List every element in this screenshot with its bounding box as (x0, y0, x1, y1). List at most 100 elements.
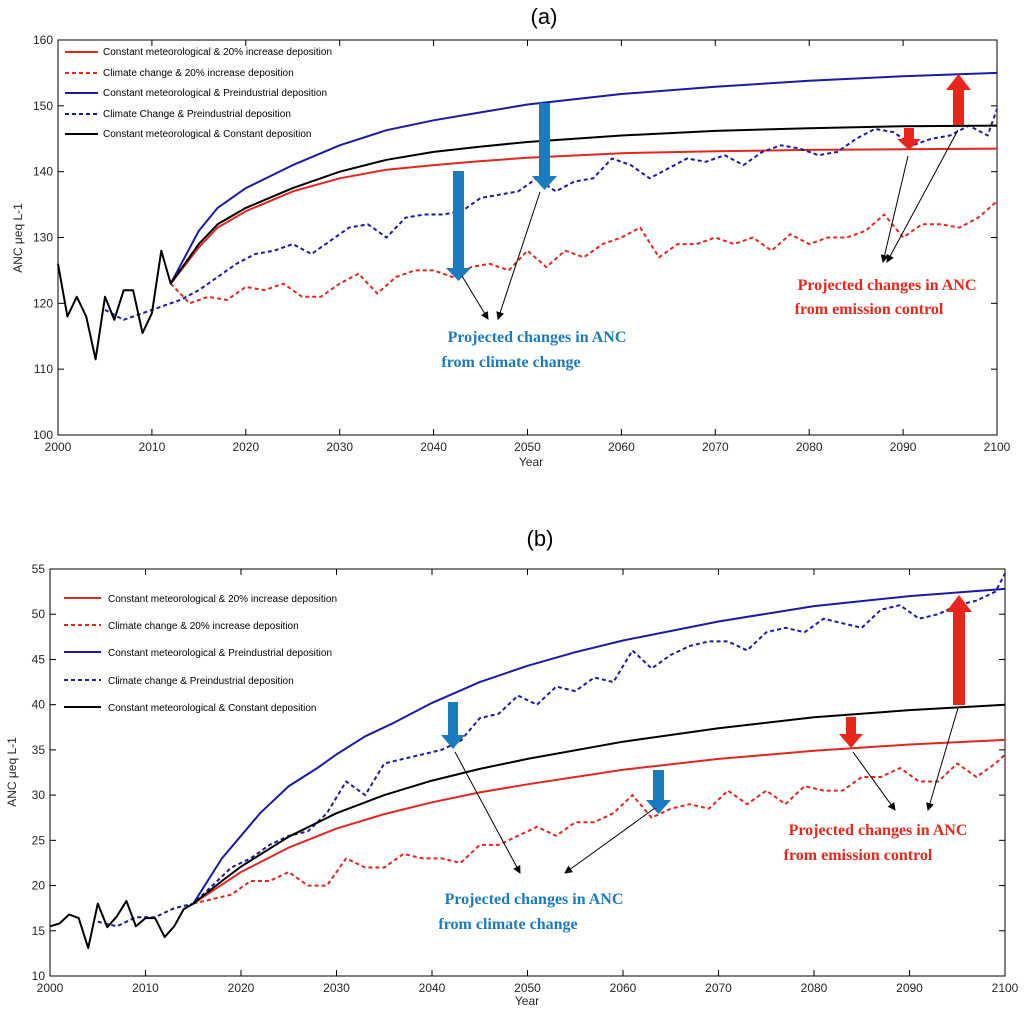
x-tick-label: 2100 (992, 981, 1019, 995)
a-blue-arrow-1 (446, 171, 471, 281)
a-pointer-4 (886, 129, 959, 263)
y-tick-label: 120 (33, 296, 53, 310)
x-tick-label: 2070 (702, 440, 729, 454)
y-tick-label: 40 (32, 698, 46, 712)
b-red-arrow-down (839, 717, 863, 748)
y-tick-label: 35 (32, 743, 46, 757)
panel-a-legend: Constant meteorological & 20% increase d… (65, 47, 332, 140)
a-red-arrow-up (946, 74, 971, 125)
x-tick-label: 2020 (232, 440, 259, 454)
a-annot-climate-line1: Projected changes in ANC (448, 329, 627, 346)
b-pointer-2 (564, 807, 656, 874)
panel-b-series (49, 573, 1006, 949)
x-tick-label: 2090 (896, 981, 923, 995)
panel-b-red-arrows (839, 595, 972, 748)
y-tick-label: 150 (33, 99, 53, 113)
b-annot-climate-line2: from climate change (438, 916, 577, 933)
b-red-arrow-up (946, 595, 972, 705)
a-red-arrow-down (897, 128, 921, 150)
panel-a-red-arrows (897, 74, 971, 150)
series-line-b-2 (193, 753, 1006, 905)
b-pointer-4 (926, 707, 959, 811)
legend-a-label-2: Climate change & 20% increase deposition (103, 68, 294, 79)
x-tick-label: 2010 (132, 981, 159, 995)
b-pointer-3 (852, 751, 896, 811)
x-tick-label: 2040 (420, 440, 447, 454)
legend-a-label-1: Constant meteorological & 20% increase d… (103, 47, 332, 58)
x-tick-label: 2040 (419, 981, 446, 995)
legend-a-label-5: Constant meteorological & Constant depos… (103, 129, 311, 140)
x-tick-label: 2060 (608, 440, 635, 454)
series-line-b-5 (49, 703, 1006, 949)
x-tick-label: 2030 (323, 981, 350, 995)
x-tick-label: 2090 (890, 440, 917, 454)
legend-b-label-2: Climate change & 20% increase deposition (108, 621, 299, 632)
panel-b-title: (b) (527, 526, 554, 551)
a-pointer-1 (461, 275, 489, 320)
panel-a-title: (a) (531, 4, 558, 29)
y-tick-label: 140 (33, 165, 53, 179)
panel-a-series (57, 71, 998, 361)
series-line-a-2 (169, 200, 998, 305)
y-tick-label: 55 (32, 562, 46, 576)
x-tick-label: 2080 (801, 981, 828, 995)
panel-b-pointer-lines (454, 707, 959, 874)
b-blue-arrow-1 (441, 702, 465, 749)
series-line-a-1 (169, 147, 998, 285)
legend-b-label-1: Constant meteorological & 20% increase d… (108, 594, 337, 605)
x-tick-label: 2030 (326, 440, 353, 454)
x-tick-label: 2000 (37, 981, 64, 995)
series-line-a-4 (104, 108, 998, 321)
x-tick-label: 2050 (514, 981, 541, 995)
series-line-b-1 (192, 738, 1006, 905)
x-tick-label: 2020 (228, 981, 255, 995)
x-tick-label: 2050 (514, 440, 541, 454)
y-tick-label: 15 (32, 924, 46, 938)
x-tick-label: 2100 (984, 440, 1011, 454)
y-tick-label: 50 (32, 607, 46, 621)
a-pointer-2 (496, 191, 541, 320)
panel-a-pointer-lines (461, 129, 959, 320)
y-tick-label: 160 (33, 33, 53, 47)
x-tick-label: 2070 (705, 981, 732, 995)
y-tick-label: 10 (32, 969, 46, 983)
y-tick-label: 25 (32, 833, 46, 847)
y-tick-label: 30 (32, 788, 46, 802)
y-tick-label: 130 (33, 231, 53, 245)
series-line-b-3 (192, 587, 1006, 905)
b-pointer-1 (454, 751, 521, 874)
y-tick-label: 20 (32, 879, 46, 893)
panel-b-legend: Constant meteorological & 20% increase d… (64, 594, 337, 714)
x-tick-label: 2000 (45, 440, 72, 454)
legend-b-label-3: Constant meteorological & Preindustrial … (108, 648, 332, 659)
y-tick-label: 110 (34, 362, 53, 376)
panel-b-xlabel: Year (515, 994, 539, 1008)
legend-b-label-4: Climate change & Preindustrial depositio… (108, 676, 294, 687)
y-tick-label: 45 (32, 652, 46, 666)
series-line-a-5 (57, 124, 998, 361)
panel-a-ticks: 2000 2010 2020 2030 2040 2050 2060 2070 2080 2090… (33, 33, 1011, 454)
legend-a-label-3: Constant meteorological & Preindustrial … (103, 88, 327, 99)
panel-b: (b) 2000 2010 2020 2030 2040 2050 2060 2070 2080… (5, 526, 1019, 1008)
a-annot-climate-line2: from climate change (441, 354, 580, 371)
x-tick-label: 2060 (610, 981, 637, 995)
legend-b-label-5: Constant meteorological & Constant depos… (108, 703, 316, 714)
a-blue-arrow-2 (532, 103, 557, 190)
panel-a: (a) 2000 2010 2020 2030 2040 2050 2060 2070 2080… (11, 4, 1011, 469)
x-tick-label: 2080 (796, 440, 823, 454)
b-blue-arrow-2 (646, 770, 671, 814)
panel-b-blue-arrows (441, 702, 671, 814)
legend-a-label-4: Climate Change & Preindustrial depositio… (103, 109, 291, 120)
panel-b-plot-area (49, 568, 1006, 977)
a-annot-emission-line2: from emission control (795, 301, 944, 318)
panel-b-ticks: 2000 2010 2020 2030 2040 2050 2060 2070 2080 2090… (32, 562, 1019, 995)
x-tick-label: 2010 (139, 440, 166, 454)
panel-a-xlabel: Year (519, 455, 543, 469)
panel-b-ylabel: ANC μeq L-1 (5, 737, 19, 807)
panel-a-ylabel: ANC μeq L-1 (11, 203, 25, 273)
b-annot-climate-line1: Projected changes in ANC (445, 891, 624, 908)
series-line-a-3 (169, 71, 998, 285)
a-annot-emission-line1: Projected changes in ANC (798, 277, 977, 294)
b-annot-emission-line1: Projected changes in ANC (789, 822, 968, 839)
